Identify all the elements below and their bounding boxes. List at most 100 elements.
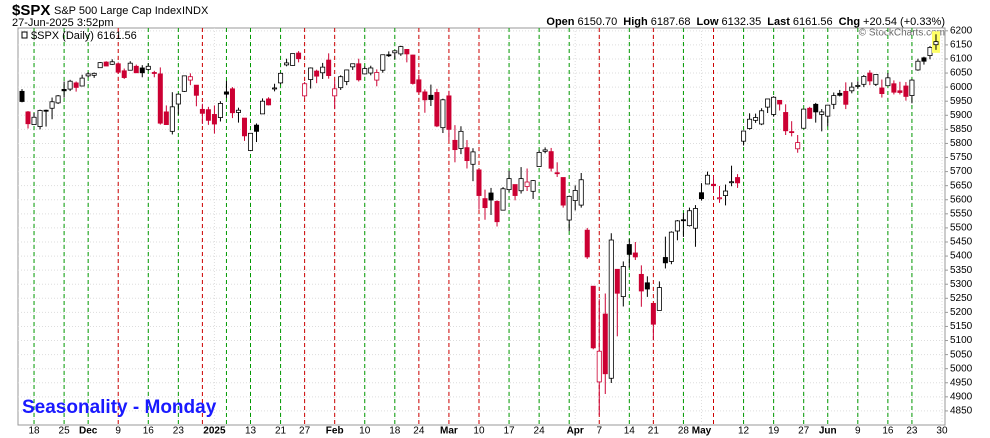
candle-body	[650, 302, 656, 325]
candle-body	[458, 130, 464, 149]
candle-body	[885, 77, 891, 87]
candle-body	[326, 59, 332, 76]
candle-body	[374, 72, 380, 81]
candle-body	[891, 83, 897, 93]
y-tick-label: 5850	[950, 124, 973, 135]
candle-body	[350, 63, 356, 68]
x-tick-label: 18	[389, 426, 401, 437]
candle-body	[127, 62, 133, 71]
candle-body	[199, 108, 205, 114]
candle-body	[590, 285, 596, 349]
legend-icon	[21, 31, 28, 39]
candle-body	[506, 178, 512, 191]
candle-body	[446, 95, 452, 130]
x-tick-label: 12	[738, 426, 750, 437]
candle-body	[632, 252, 638, 258]
candle-body	[753, 117, 759, 121]
candle-body	[801, 108, 807, 129]
x-tick-label: 2025	[203, 426, 226, 437]
exchange: INDX	[182, 5, 209, 17]
quote-label: Last	[767, 16, 790, 28]
y-tick-label: 5450	[950, 237, 973, 248]
y-tick-label: 5000	[950, 363, 973, 374]
symbol: $SPX	[12, 2, 50, 19]
candle-body	[741, 130, 747, 142]
x-tick-label: 17	[503, 426, 515, 437]
candle-body	[825, 104, 831, 117]
candle-body	[867, 72, 873, 82]
x-tick-label: 27	[798, 426, 810, 437]
y-tick-label: 6150	[950, 40, 973, 51]
x-tick-label: May	[692, 426, 712, 437]
candle-body	[861, 76, 867, 85]
candle-body	[572, 190, 578, 201]
candle-body	[290, 53, 296, 66]
candle-body	[247, 132, 254, 151]
annotation: Seasonality - Monday	[22, 397, 217, 418]
quote-label: High	[623, 16, 648, 28]
y-tick-label: 5950	[950, 96, 973, 107]
watermark: © StockCharts.com	[859, 28, 945, 39]
candle-body	[662, 257, 668, 264]
candle-body	[109, 61, 115, 65]
candle-body	[332, 88, 338, 97]
candle-body	[626, 244, 632, 255]
candle-body	[205, 109, 211, 121]
candle-body	[494, 201, 500, 223]
candle-body	[482, 198, 488, 209]
candle-body	[644, 282, 650, 290]
x-tick-label: 24	[534, 426, 546, 437]
candle-body	[362, 68, 368, 75]
candle-body	[710, 183, 717, 187]
candle-body	[771, 96, 777, 115]
candle-body	[31, 116, 37, 125]
candle-body	[181, 75, 187, 92]
candle-body	[338, 76, 344, 89]
candle-body	[272, 87, 278, 90]
candle-body	[55, 95, 61, 104]
x-tick-label: 9	[855, 426, 861, 437]
x-tick-label: 13	[245, 426, 257, 437]
candle-body	[464, 147, 470, 162]
candle-body	[278, 72, 284, 84]
quote: Open 6150.70 High 6187.68 Low 6132.35 Last 6161…	[546, 16, 945, 28]
y-tick-label: 5350	[950, 265, 973, 276]
candle-body	[133, 65, 139, 74]
candle-body	[187, 76, 193, 81]
candle-body	[638, 273, 644, 292]
y-tick-label: 6000	[950, 82, 973, 93]
candle-body	[73, 82, 79, 88]
candle-body	[765, 98, 771, 108]
candle-body	[392, 50, 398, 54]
candle-body	[837, 92, 843, 96]
candle-body	[368, 67, 374, 74]
x-tick-label: 9	[115, 426, 121, 437]
candle-body	[614, 268, 620, 294]
candle-body	[915, 60, 921, 71]
candle-body	[723, 190, 729, 196]
candle-body	[536, 152, 542, 167]
x-tick-label: 16	[143, 426, 155, 437]
candle-body	[542, 149, 548, 152]
candle-body	[602, 313, 608, 375]
candle-body	[789, 131, 795, 134]
candle-body	[819, 111, 825, 115]
x-tick-label: 16	[882, 426, 894, 437]
legend: $SPX (Daily) 6161.56	[31, 30, 137, 42]
candle-body	[229, 88, 235, 114]
candle-body	[704, 174, 710, 185]
candle-body	[879, 87, 885, 95]
candle-body	[843, 90, 849, 105]
candle-body	[452, 139, 458, 151]
candle-body	[175, 93, 181, 105]
candle-body	[855, 85, 861, 87]
candle-body	[530, 180, 536, 192]
candle-body	[61, 88, 67, 92]
candle-body	[933, 41, 939, 46]
candle-body	[674, 220, 680, 232]
candle-body	[151, 72, 157, 74]
timestamp: 27-Jun-2025 3:52pm	[12, 17, 114, 29]
x-tick-label: Jun	[819, 426, 837, 437]
y-tick-label: 5650	[950, 180, 973, 191]
candle-body	[795, 142, 801, 150]
